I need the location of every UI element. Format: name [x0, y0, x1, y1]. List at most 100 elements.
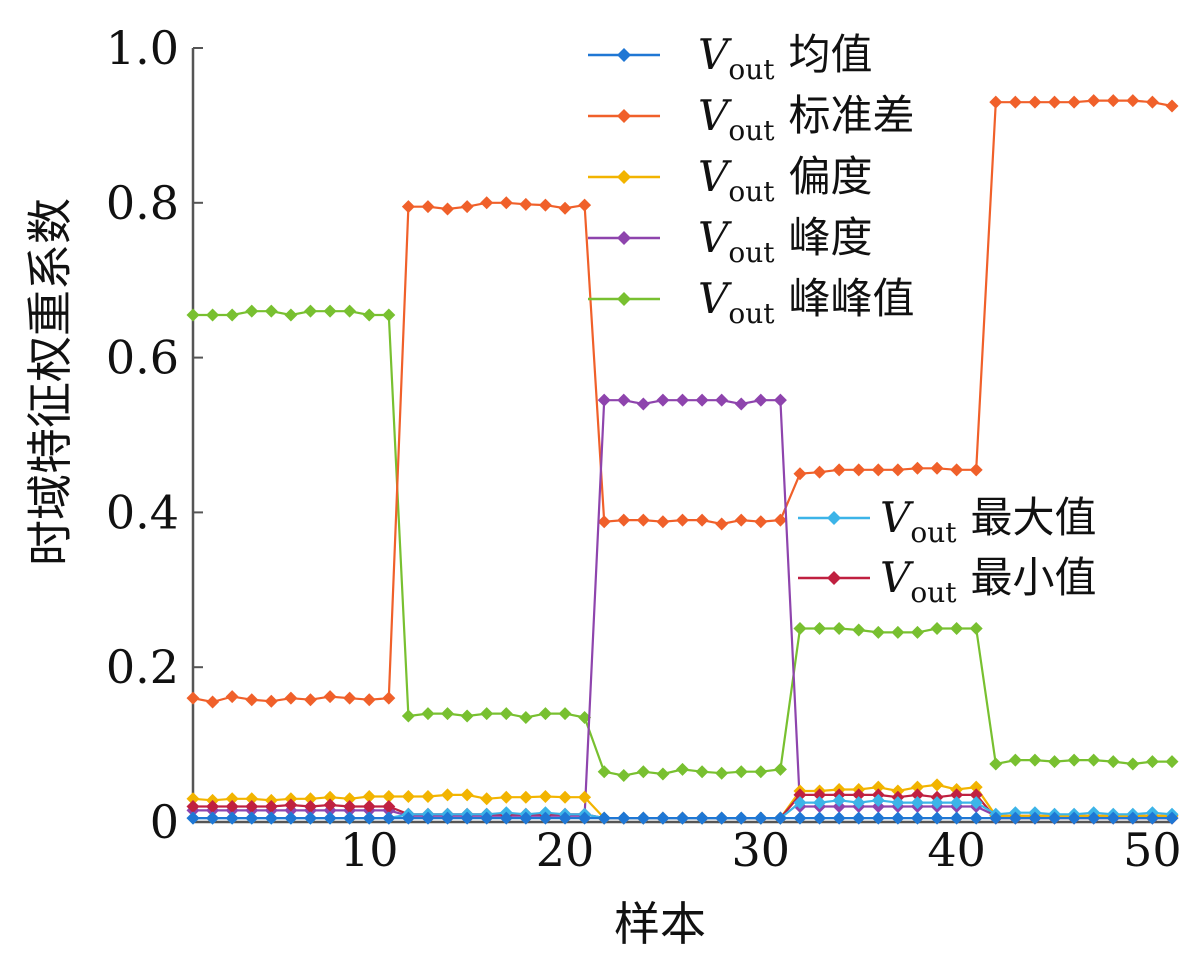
data-point [715, 393, 729, 407]
x-tick-label: 20 [536, 823, 595, 877]
data-point [989, 95, 1003, 109]
data-point [245, 800, 259, 814]
data-point [480, 707, 494, 721]
data-point [1048, 755, 1062, 769]
data-point [225, 308, 239, 322]
data-point [813, 811, 827, 825]
data-point [597, 765, 611, 779]
data-point [969, 463, 983, 477]
data-point [499, 790, 513, 804]
data-point [362, 800, 376, 814]
data-point [1106, 755, 1120, 769]
data-point [441, 202, 455, 216]
data-point [421, 200, 435, 214]
data-point [343, 792, 357, 806]
data-point [1126, 757, 1140, 771]
data-point [382, 789, 396, 803]
data-point [1028, 811, 1042, 825]
data-point [617, 769, 631, 783]
data-point [382, 800, 396, 814]
data-point [891, 625, 905, 639]
data-point [793, 622, 807, 635]
data-point [832, 622, 846, 635]
legend-swatch-marker [617, 48, 631, 62]
data-point [382, 691, 396, 705]
data-point [832, 793, 846, 807]
data-point [1126, 811, 1140, 825]
data-point [950, 796, 964, 810]
data-point [989, 811, 1003, 825]
legend-label: Vout 最大值 [880, 493, 1097, 549]
data-point [969, 622, 983, 635]
data-point [773, 811, 787, 825]
data-point [930, 461, 944, 475]
data-point [519, 711, 533, 725]
legend-label: Vout 峰度 [698, 213, 873, 269]
data-point [1008, 753, 1022, 767]
data-point [460, 709, 474, 723]
legend-swatch-marker [617, 231, 631, 245]
data-point [969, 811, 983, 825]
data-point [754, 765, 768, 779]
data-point [558, 201, 572, 215]
y-tick-label: 0.4 [106, 485, 179, 539]
data-point [910, 461, 924, 475]
data-point [617, 513, 631, 527]
data-point [401, 709, 415, 723]
data-point [186, 691, 200, 705]
data-point [715, 766, 729, 780]
data-point [969, 796, 983, 810]
data-point [245, 693, 259, 707]
data-point [734, 811, 748, 825]
data-point [578, 811, 592, 825]
data-point [519, 197, 533, 211]
y-tick-label: 0.8 [106, 176, 179, 230]
data-point [1048, 95, 1062, 109]
legend-label: Vout 偏度 [698, 152, 873, 208]
data-point [871, 625, 885, 639]
data-point [225, 792, 239, 806]
data-point [284, 691, 298, 705]
data-point [676, 762, 689, 776]
data-point [303, 792, 317, 806]
data-point [1106, 94, 1120, 108]
data-point [910, 625, 924, 639]
data-point [754, 393, 768, 407]
data-point [225, 800, 239, 814]
data-point [480, 196, 494, 210]
y-tick-label: 0.6 [106, 331, 179, 385]
data-point [597, 393, 611, 407]
data-point [930, 622, 944, 635]
data-point [499, 811, 513, 825]
data-point [793, 788, 807, 802]
data-point [910, 780, 924, 794]
data-point [969, 780, 983, 794]
data-point [284, 811, 298, 825]
data-point [950, 811, 964, 825]
data-point [284, 798, 298, 812]
legend-swatch-marker [617, 109, 631, 123]
data-point [617, 393, 631, 407]
data-point [617, 811, 631, 825]
data-point [186, 792, 200, 806]
data-point [930, 811, 944, 825]
data-point [715, 517, 729, 531]
data-point [1165, 811, 1179, 825]
data-point [206, 811, 220, 825]
data-point [186, 308, 200, 322]
data-point [852, 796, 866, 810]
data-point [754, 515, 768, 529]
data-point [284, 308, 298, 322]
data-point [891, 463, 905, 477]
y-axis-label: 时域特征权重系数 [23, 198, 77, 566]
data-point [401, 789, 415, 803]
data-point [225, 690, 239, 704]
data-point [989, 757, 1003, 771]
data-point [460, 788, 474, 802]
data-point [636, 765, 650, 779]
data-point [499, 707, 513, 721]
data-point [1165, 755, 1179, 769]
data-point [1145, 755, 1159, 769]
